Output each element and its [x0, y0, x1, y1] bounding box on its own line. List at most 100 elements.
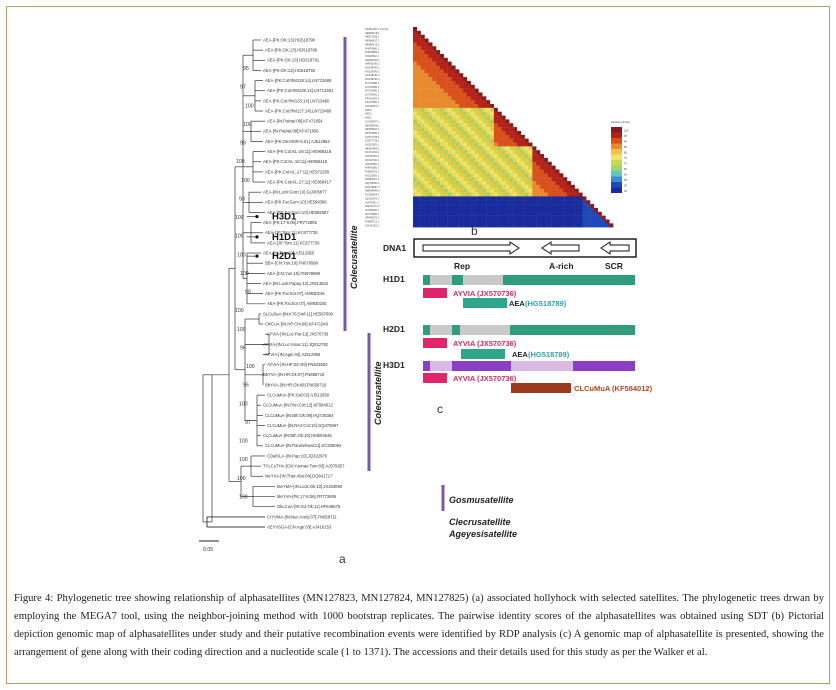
heatmap-cell — [451, 80, 456, 85]
heatmap-cell — [497, 138, 502, 143]
heatmap-cell — [532, 184, 537, 189]
heatmap-cell — [416, 142, 421, 147]
heatmap-cell — [547, 207, 552, 212]
heatmap-cell — [520, 157, 525, 162]
heatmap-cell — [520, 165, 525, 170]
heatmap-cell — [459, 157, 464, 162]
heatmap-cell — [455, 127, 460, 132]
heatmap-cell — [416, 177, 421, 182]
heatmap-cell — [447, 88, 452, 93]
heatmap-cell — [501, 188, 506, 193]
heatmap-cell — [428, 96, 433, 101]
heatmap-cell — [432, 223, 437, 228]
heatmap-cell — [505, 161, 510, 166]
heatmap-cell — [447, 184, 452, 189]
heatmap-cell — [490, 111, 495, 116]
heatmap-cell — [420, 80, 425, 85]
heatmap-cell — [416, 53, 421, 58]
heatmap-cell — [428, 161, 433, 166]
heatmap-cell — [493, 165, 498, 170]
heatmap-cell — [416, 111, 421, 116]
heatmap-cell — [428, 50, 433, 55]
heatmap-cell — [493, 223, 498, 228]
heatmap-cell — [424, 130, 429, 135]
heatmap-cell — [439, 211, 444, 216]
heatmap-cell — [439, 73, 444, 78]
heatmap-cell — [466, 127, 471, 132]
heatmap-cell — [509, 181, 514, 186]
heatmap-cell — [436, 111, 441, 116]
heatmap-cell — [516, 165, 521, 170]
heatmap-cell — [513, 219, 518, 224]
heatmap-cell — [439, 223, 444, 228]
heatmap-cell — [416, 188, 421, 193]
heatmap-cell — [490, 219, 495, 224]
heatmap-cell — [459, 169, 464, 174]
heatmap-cell — [486, 150, 491, 155]
heatmap-cell — [578, 215, 583, 220]
heatmap-cell — [455, 169, 460, 174]
heatmap-cell — [543, 215, 548, 220]
bootstrap-value: 95 — [243, 66, 249, 72]
heatmap-cell — [486, 134, 491, 139]
heatmap-cell — [451, 92, 456, 97]
heatmap-cell — [420, 200, 425, 205]
heatmap-cell — [432, 127, 437, 132]
heatmap-cell — [439, 65, 444, 70]
heatmap-cell — [443, 65, 448, 70]
heatmap-cell — [424, 173, 429, 178]
heatmap-cell — [493, 107, 498, 112]
heatmap-cell — [451, 73, 456, 78]
heatmap-cell — [478, 207, 483, 212]
heatmap-cell — [424, 207, 429, 212]
sample-label-h2d1: H2D1 — [272, 251, 297, 262]
heatmap-cell — [432, 192, 437, 197]
heatmap-cell — [555, 177, 560, 182]
heatmap-cell — [563, 211, 568, 216]
heatmap-cell — [428, 196, 433, 201]
heatmap-cell — [582, 200, 587, 205]
heatmap-cell — [559, 219, 564, 224]
heatmap-cell — [509, 223, 514, 228]
heatmap-cell — [463, 111, 468, 116]
heatmap-cell — [567, 223, 572, 228]
heatmap-cell — [459, 77, 464, 82]
heatmap-cell — [463, 119, 468, 124]
heatmap-cell — [532, 204, 537, 209]
heatmap-row-label: FR772806.1 — [365, 212, 380, 216]
heatmap-cell — [413, 96, 418, 101]
heatmap-cell — [528, 150, 533, 155]
heatmap-cell — [536, 215, 541, 220]
heatmap-cell — [543, 181, 548, 186]
heatmap-cell — [428, 115, 433, 120]
heatmap-cell — [570, 204, 575, 209]
h2d1-aea-block — [461, 349, 505, 359]
heatmap-cell — [432, 123, 437, 128]
heatmap-cell — [428, 142, 433, 147]
heatmap-cell — [474, 150, 479, 155]
heatmap-cell — [439, 177, 444, 182]
heatmap-cell — [413, 30, 418, 35]
heatmap-cell — [436, 84, 441, 89]
heatmap-cell — [520, 207, 525, 212]
heatmap-row-label: KC677735.1 — [365, 135, 380, 139]
heatmap-cell — [578, 204, 583, 209]
heatmap-cell — [466, 123, 471, 128]
heatmap-cell — [451, 181, 456, 186]
heatmap-cell — [474, 204, 479, 209]
heatmap-cell — [466, 200, 471, 205]
heatmap-cell — [447, 134, 452, 139]
heatmap-cell — [443, 111, 448, 116]
bootstrap-value: 93 — [239, 196, 245, 202]
heatmap-cell — [520, 219, 525, 224]
heatmap-cell — [516, 219, 521, 224]
heatmap-cell — [490, 157, 495, 162]
heatmap-cell — [540, 196, 545, 201]
heatmap-cell — [413, 150, 418, 155]
heatmap-cell — [559, 215, 564, 220]
heatmap-cell — [463, 223, 468, 228]
heatmap-cell — [578, 200, 583, 205]
heatmap-cell — [466, 111, 471, 116]
heatmap-cell — [528, 207, 533, 212]
heatmap-cell — [528, 200, 533, 205]
